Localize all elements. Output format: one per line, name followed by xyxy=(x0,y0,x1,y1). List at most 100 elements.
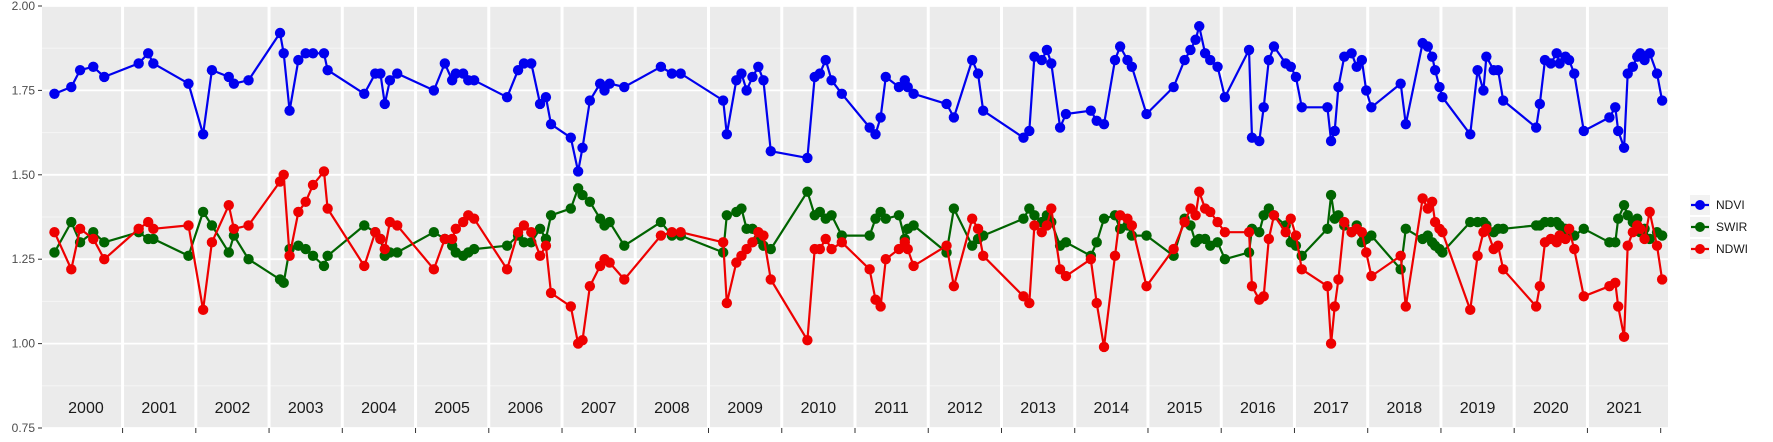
ndwi-point xyxy=(501,264,513,275)
swir-point xyxy=(307,250,319,262)
ndvi-point xyxy=(941,98,952,110)
swir-point xyxy=(206,220,218,231)
ndwi-point xyxy=(133,223,144,235)
ndvi-point xyxy=(1426,51,1438,62)
ndwi-point xyxy=(565,301,577,312)
ndwi-point xyxy=(820,233,831,245)
ndwi-point xyxy=(534,250,546,262)
swir-point xyxy=(322,250,333,262)
swir-point xyxy=(966,240,978,251)
legend-label: NDVI xyxy=(1716,198,1745,212)
swir-point xyxy=(765,243,776,255)
ndwi-point xyxy=(655,230,667,241)
ndvi-point xyxy=(1618,142,1630,153)
swir-point xyxy=(1498,223,1509,235)
ndwi-point xyxy=(1634,223,1646,235)
ndvi-point xyxy=(1219,91,1231,103)
ndvi-point xyxy=(1545,58,1557,69)
year-label: 2012 xyxy=(947,400,983,417)
ndwi-point xyxy=(1618,331,1630,343)
ndvi-point xyxy=(758,75,769,86)
swir-point xyxy=(721,210,733,221)
ndvi-point xyxy=(1437,91,1448,103)
swir-point xyxy=(428,226,440,238)
swir-point xyxy=(893,210,905,221)
swir-point xyxy=(66,216,77,228)
ndwi-point xyxy=(446,233,458,245)
ndwi-point xyxy=(977,250,989,262)
ndvi-point xyxy=(439,58,451,69)
y-tick-label: 1.50 xyxy=(12,168,36,182)
ndvi-point xyxy=(1329,125,1340,137)
ndwi-point xyxy=(1041,220,1053,231)
ndvi-point xyxy=(99,71,110,83)
year-label: 2001 xyxy=(141,400,177,417)
ndvi-point xyxy=(1554,58,1565,69)
ndwi-point xyxy=(392,220,403,231)
ndvi-point xyxy=(1333,81,1344,93)
ndvi-point xyxy=(577,142,588,153)
ndvi-point xyxy=(243,75,254,86)
ndwi-point xyxy=(1644,206,1655,218)
ndwi-point xyxy=(1263,233,1275,245)
ndvi-point xyxy=(836,88,848,99)
ndwi-point xyxy=(1290,230,1302,241)
ndvi-point xyxy=(893,81,905,93)
ndvi-point xyxy=(1126,61,1138,72)
ndvi-point xyxy=(392,68,403,79)
swir-point xyxy=(1018,213,1029,224)
ndwi-point xyxy=(747,237,758,248)
ndvi-point xyxy=(1422,41,1433,52)
ndwi-point xyxy=(1366,270,1377,282)
ndvi-point xyxy=(1085,105,1097,116)
ndvi-point xyxy=(908,88,919,99)
ndvi-point xyxy=(1018,132,1029,143)
ndwi-point xyxy=(1126,220,1138,231)
ndwi-point xyxy=(1296,264,1307,275)
ndwi-point xyxy=(1141,281,1152,292)
ndwi-point xyxy=(666,226,678,238)
year-label: 2017 xyxy=(1313,400,1349,417)
ndwi-point xyxy=(1018,291,1029,302)
ndwi-point xyxy=(1656,274,1668,285)
swir-point xyxy=(545,210,557,221)
ndvi-point xyxy=(1168,81,1179,93)
year-label: 2019 xyxy=(1460,400,1496,417)
ndvi-point xyxy=(1098,118,1110,130)
ndwi-point xyxy=(183,220,194,231)
legend-item-swir: SWIR xyxy=(1690,217,1748,237)
ndwi-point xyxy=(1190,210,1201,221)
swir-point xyxy=(501,240,513,251)
swir-point xyxy=(1400,223,1411,235)
ndwi-point xyxy=(545,287,557,299)
swir-point xyxy=(518,237,530,248)
ndwi-point xyxy=(1530,301,1542,312)
ndwi-point xyxy=(228,223,240,235)
ndvi-point xyxy=(1644,48,1655,59)
ndvi-point xyxy=(1212,61,1223,72)
ndvi-point xyxy=(1481,51,1492,62)
ndwi-point xyxy=(836,237,848,248)
ndvi-point xyxy=(747,71,758,83)
ndwi-point xyxy=(1612,301,1624,312)
ndvi-point xyxy=(359,88,370,99)
ndvi-point xyxy=(1366,102,1377,113)
ndwi-point xyxy=(66,264,77,275)
swir-point xyxy=(148,233,159,245)
ndvi-point xyxy=(1254,135,1265,147)
ndwi-point xyxy=(1639,233,1650,245)
ndwi-point xyxy=(278,169,289,180)
year-label: 2020 xyxy=(1533,400,1569,417)
ndwi-point xyxy=(49,226,60,238)
swir-point xyxy=(534,223,546,235)
legend-label: SWIR xyxy=(1716,220,1748,234)
ndwi-point xyxy=(1046,203,1057,214)
ndwi-point xyxy=(1356,226,1368,238)
ndwi-point xyxy=(1268,210,1280,221)
ndvi-point xyxy=(717,95,729,106)
ndvi-point xyxy=(450,68,462,79)
swir-point xyxy=(655,216,667,228)
ndvi-point xyxy=(512,64,524,76)
ndwi-point xyxy=(322,203,333,214)
